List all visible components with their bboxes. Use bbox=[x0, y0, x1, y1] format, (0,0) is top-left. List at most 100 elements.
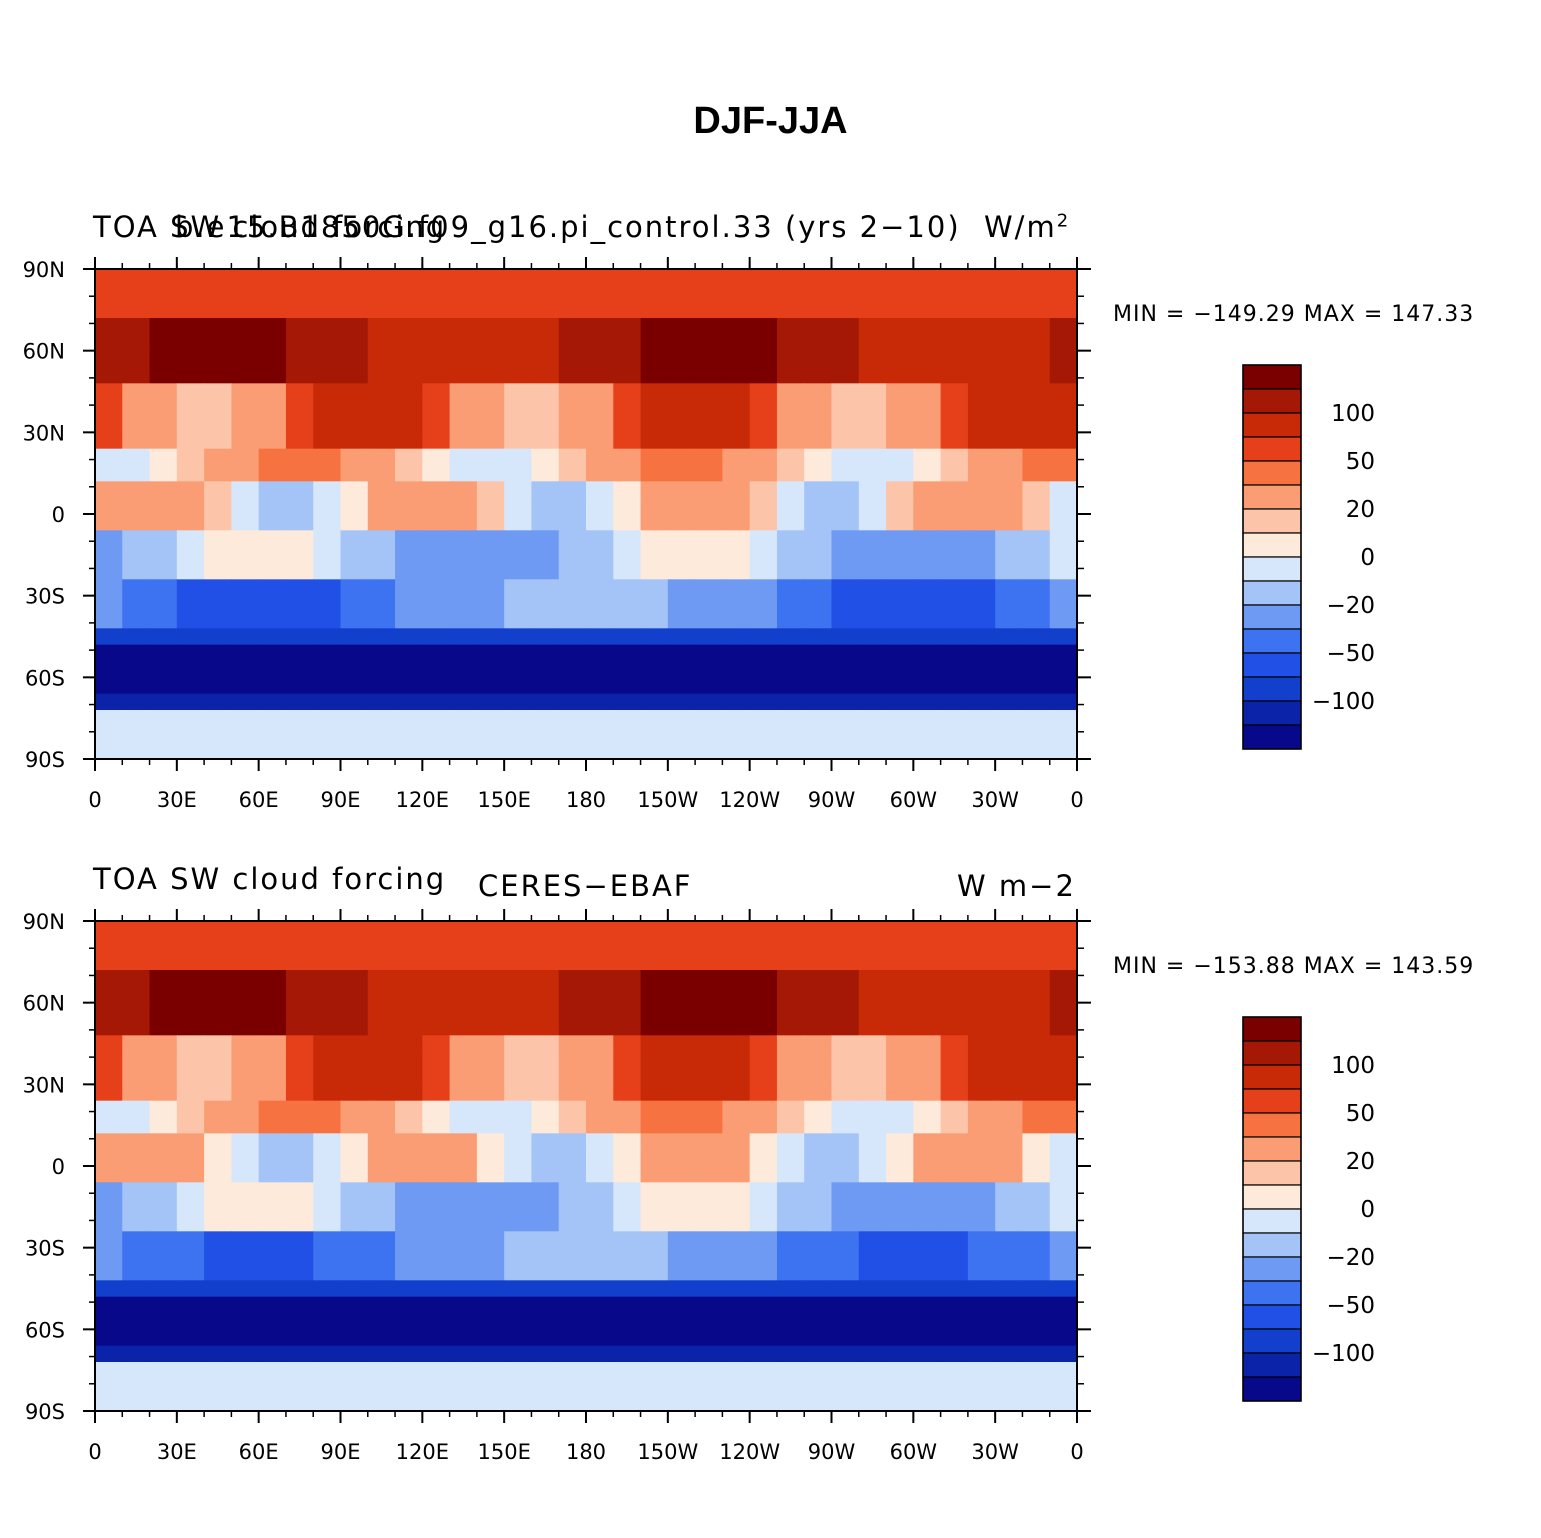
field-cell bbox=[613, 563, 642, 580]
field-cell bbox=[722, 416, 751, 433]
field-cell bbox=[504, 921, 533, 938]
field-cell bbox=[285, 1149, 314, 1167]
field-cell bbox=[204, 579, 232, 597]
field-cell bbox=[1049, 1019, 1078, 1036]
field-cell bbox=[749, 269, 778, 286]
field-cell bbox=[886, 1133, 914, 1151]
field-cell bbox=[313, 1051, 342, 1069]
field-cell bbox=[531, 1100, 560, 1118]
field-cell bbox=[504, 334, 533, 352]
y-tick-label: 30S bbox=[25, 1237, 65, 1261]
field-cell bbox=[395, 1329, 423, 1347]
field-cell bbox=[504, 1247, 533, 1265]
field-cell bbox=[831, 514, 860, 531]
field-cell bbox=[95, 1133, 123, 1151]
field-cell bbox=[613, 1051, 642, 1069]
field-cell bbox=[940, 367, 969, 384]
field-cell bbox=[586, 1198, 614, 1216]
field-cell bbox=[1049, 318, 1078, 335]
field-cell bbox=[776, 350, 805, 368]
field-cell bbox=[449, 1198, 478, 1216]
field-cell bbox=[913, 269, 942, 286]
field-cell bbox=[231, 350, 260, 368]
field-cell bbox=[395, 269, 423, 286]
field-cell bbox=[395, 481, 423, 499]
field-cell bbox=[749, 1068, 778, 1085]
field-cell bbox=[395, 1215, 423, 1232]
field-cell bbox=[558, 644, 587, 662]
field-cell bbox=[313, 1345, 342, 1363]
field-cell bbox=[913, 1362, 942, 1379]
field-cell bbox=[176, 742, 205, 760]
field-cell bbox=[504, 726, 533, 744]
field-cell bbox=[640, 416, 669, 433]
field-cell bbox=[367, 514, 396, 531]
field-cell bbox=[204, 269, 232, 286]
field-cell bbox=[176, 1084, 205, 1102]
field-bottom bbox=[95, 921, 1078, 1412]
field-cell bbox=[285, 432, 314, 450]
field-cell bbox=[995, 350, 1024, 368]
field-cell bbox=[886, 318, 914, 335]
field-cell bbox=[967, 1002, 996, 1020]
colorbar-label: 100 bbox=[1331, 401, 1375, 427]
field-cell bbox=[122, 416, 151, 433]
field-cell bbox=[995, 416, 1024, 433]
field-cell bbox=[776, 465, 805, 482]
field-cell bbox=[886, 1264, 914, 1281]
field-cell bbox=[476, 595, 505, 613]
field-cell bbox=[95, 953, 123, 971]
field-cell bbox=[804, 1068, 833, 1085]
field-cell bbox=[231, 1247, 260, 1265]
field-cell bbox=[476, 1313, 505, 1330]
field-cell bbox=[1049, 1182, 1078, 1200]
field-cell bbox=[176, 432, 205, 450]
field-cell bbox=[149, 1051, 178, 1069]
field-cell bbox=[231, 448, 260, 466]
field-cell bbox=[422, 1345, 451, 1363]
field-cell bbox=[995, 497, 1024, 515]
field-cell bbox=[886, 612, 914, 629]
field-cell bbox=[586, 416, 614, 433]
field-cell bbox=[558, 546, 587, 564]
field-cell bbox=[967, 546, 996, 564]
field-cell bbox=[940, 1117, 969, 1134]
field-cell bbox=[149, 1035, 178, 1053]
field-cell bbox=[858, 1133, 887, 1151]
field-cell bbox=[313, 1362, 342, 1379]
field-cell bbox=[176, 953, 205, 971]
field-cell bbox=[122, 1002, 151, 1020]
field-cell bbox=[149, 367, 178, 384]
field-cell bbox=[667, 1149, 696, 1167]
field-cell bbox=[695, 693, 723, 711]
field-cell bbox=[749, 367, 778, 384]
field-cell bbox=[340, 1215, 369, 1232]
field-cell bbox=[886, 563, 914, 580]
field-cell bbox=[449, 1117, 478, 1134]
field-cell bbox=[476, 661, 505, 678]
field-cell bbox=[913, 318, 942, 335]
field-cell bbox=[95, 595, 123, 613]
field-cell bbox=[422, 644, 451, 662]
field-cell bbox=[476, 481, 505, 499]
field-cell bbox=[749, 677, 778, 695]
field-cell bbox=[886, 1345, 914, 1363]
field-cell bbox=[613, 986, 642, 1004]
field-cell bbox=[613, 399, 642, 417]
field-cell bbox=[231, 1378, 260, 1396]
field-cell bbox=[176, 612, 205, 629]
field-cell bbox=[913, 1231, 942, 1249]
field-cell bbox=[667, 937, 696, 955]
field-cell bbox=[122, 1296, 151, 1314]
field-cell bbox=[749, 1394, 778, 1412]
field-cell bbox=[449, 1231, 478, 1249]
field-cell bbox=[204, 1296, 232, 1314]
field-cell bbox=[667, 399, 696, 417]
field-cell bbox=[367, 661, 396, 678]
field-cell bbox=[231, 1264, 260, 1281]
field-cell bbox=[695, 1068, 723, 1085]
field-cell bbox=[613, 530, 642, 548]
field-cell bbox=[804, 432, 833, 450]
field-cell bbox=[504, 1329, 533, 1347]
field-cell bbox=[776, 953, 805, 971]
